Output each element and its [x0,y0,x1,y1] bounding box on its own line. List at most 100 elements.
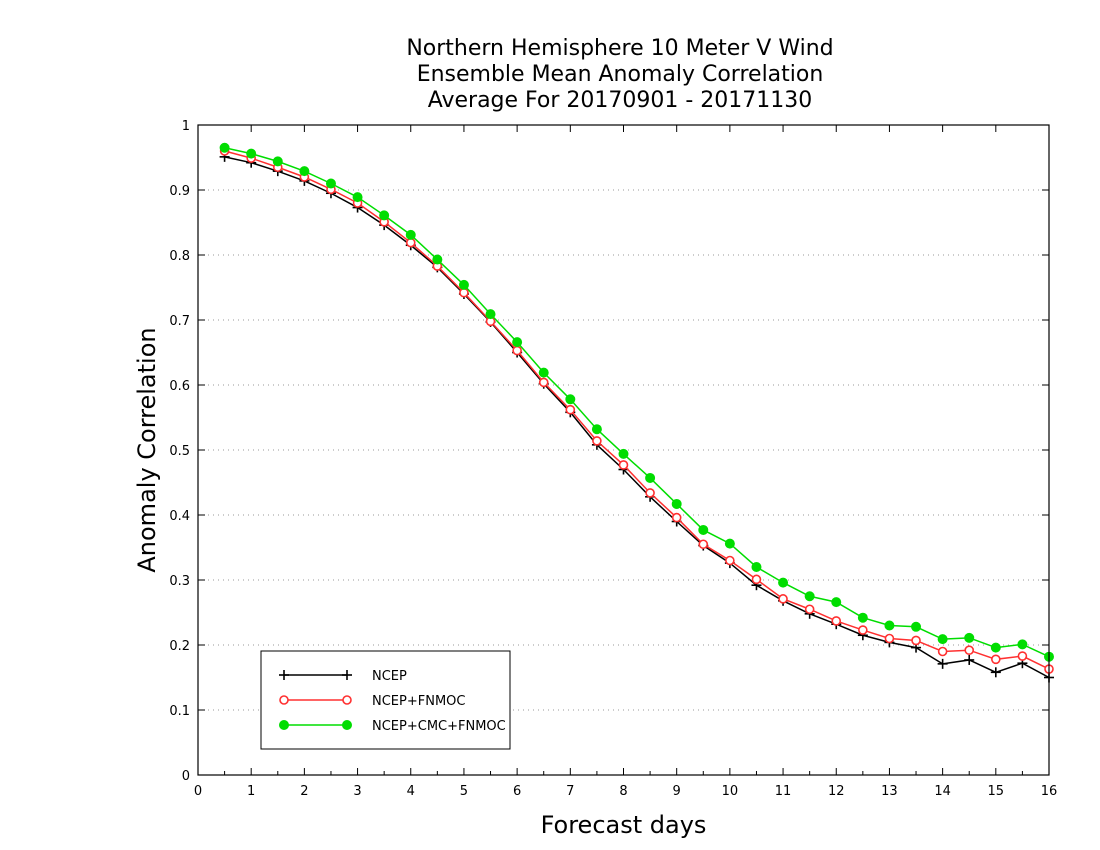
data-point [618,448,629,459]
data-point [565,394,576,405]
series-group [219,142,1054,683]
data-point [698,524,709,535]
y-tick-label: 0.4 [169,509,190,524]
y-tick-label: 0.7 [169,314,190,329]
data-point [246,148,257,159]
data-point [964,632,975,643]
data-point [884,633,895,644]
plot-frame [197,124,1050,776]
series-2 [219,146,1054,674]
y-axis-label: Anomaly Correlation [133,327,161,572]
x-tick-label: 13 [881,784,898,799]
data-point [325,178,336,189]
data-point [778,577,789,588]
y-tick-label: 1 [182,119,190,134]
data-point [379,210,390,221]
data-point [884,620,895,631]
legend-marker [279,720,289,730]
x-tick-label: 14 [934,784,951,799]
x-tick-label: 5 [460,784,468,799]
data-point [671,498,682,509]
data-point [725,555,735,566]
data-point [804,591,815,602]
data-point [1017,639,1028,650]
x-tick-label: 7 [566,784,574,799]
series-line [224,150,1050,670]
data-point [219,142,230,153]
x-tick-label: 0 [194,784,202,799]
data-point [459,287,469,298]
y-tick-label: 0 [182,769,190,784]
data-point [538,367,549,378]
y-tick-label: 0.6 [169,379,190,394]
x-tick-label: 11 [775,784,792,799]
data-point [352,192,363,203]
x-tick-label: 8 [619,784,627,799]
x-tick-label: 1 [247,784,255,799]
series-1 [219,151,1054,683]
data-point [592,436,602,446]
chart-title: Northern Hemisphere 10 Meter V Wind Ense… [0,36,1100,114]
data-point [778,594,788,604]
data-point [405,229,416,240]
y-tick-label: 0.1 [169,704,190,719]
data-point [858,625,868,635]
data-point [724,538,735,549]
data-point [937,634,948,645]
x-tick-label: 10 [722,784,739,799]
data-point [485,309,496,320]
data-point [645,488,655,498]
data-point [299,166,310,177]
data-point [937,646,948,657]
data-point [512,337,523,348]
legend-label: NCEP+FNMOC [372,694,465,709]
data-point [937,658,948,669]
data-point [671,512,682,523]
data-point [804,604,815,615]
legend-label: NCEP+CMC+FNMOC [372,719,506,734]
data-point [458,279,469,290]
chart-title-line-3: Average For 20170901 - 20171130 [427,88,813,113]
data-point [645,472,656,483]
chart-title-line-1: Northern Hemisphere 10 Meter V Wind [406,36,834,61]
data-point [964,645,975,656]
data-point [990,667,1001,678]
legend-item: NCEP [279,669,407,684]
legend-marker [279,695,289,705]
x-tick-label: 3 [353,784,361,799]
y-tick-label: 0.8 [169,249,190,264]
x-tick-label: 15 [988,784,1005,799]
data-point [831,616,842,626]
data-point [538,377,549,388]
data-point [991,654,1001,665]
x-axis-label: Forecast days [541,811,707,839]
data-point [591,424,602,435]
data-point [911,635,921,646]
legend-item: NCEP+FNMOC [279,694,465,709]
data-point [857,612,868,623]
legend-marker [342,670,352,680]
data-point [751,562,762,572]
legend-box [260,650,511,750]
x-tick-label: 4 [407,784,415,799]
y-tick-label: 0.9 [169,184,190,199]
data-point [272,156,283,167]
x-tick-label: 6 [513,784,521,799]
data-point [565,404,576,415]
data-point [512,345,522,356]
x-tick-label: 2 [300,784,308,799]
legend: NCEP NCEP+FNMOC NCEP+CMC+FNMOC [260,650,511,750]
x-tick-label: 9 [673,784,681,799]
series-3 [219,142,1054,662]
data-point [911,621,922,632]
data-point [1017,651,1028,661]
legend-marker [342,695,352,705]
legend-item: NCEP+CMC+FNMOC [279,719,506,734]
data-point [618,460,629,470]
data-point [432,254,443,265]
series-line [224,156,1050,679]
x-tick-label: 16 [1041,784,1058,799]
data-point [831,597,842,608]
chart-title-line-2: Ensemble Mean Anomaly Correlation [416,62,824,87]
